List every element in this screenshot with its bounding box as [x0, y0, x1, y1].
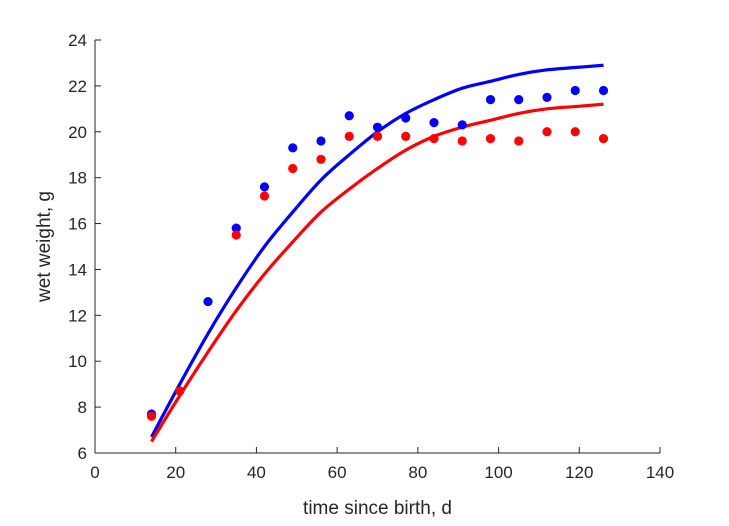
data-point-series-1	[316, 154, 326, 164]
y-tick-label: 16	[68, 215, 87, 234]
data-point-series-0	[259, 182, 270, 192]
data-point-series-0	[598, 85, 609, 96]
data-point-series-0	[372, 122, 383, 132]
axes-layer: 0 20 40 60 80 100 120 140 6 8 10 12 14 16 18 20 22 24	[68, 31, 674, 482]
y-axis-title: wet weight, g	[34, 191, 55, 303]
data-point-series-1	[598, 134, 609, 144]
x-tick-label: 60	[328, 463, 347, 482]
y-tick-label: 8	[78, 398, 87, 417]
fit-lines-layer	[150, 63, 604, 443]
fit-line-series-2	[150, 63, 604, 438]
y-tick-label: 6	[78, 444, 87, 463]
data-point-series-1	[429, 134, 439, 144]
data-point-series-1	[457, 136, 467, 146]
data-point-series-0	[570, 85, 580, 96]
data-point-series-1	[401, 131, 411, 141]
data-point-series-0	[514, 95, 524, 105]
data-point-series-0	[401, 113, 411, 123]
data-point-series-1	[485, 134, 496, 144]
x-tick-label: 0	[90, 463, 99, 482]
data-point-series-0	[429, 118, 439, 128]
x-tick-label: 40	[247, 463, 266, 482]
data-point-series-1	[372, 131, 383, 141]
y-tick-label: 12	[68, 306, 87, 325]
x-tick-label: 80	[408, 463, 427, 482]
x-axis-title: time since birth, d	[303, 498, 452, 519]
y-tick-label: 10	[68, 352, 87, 371]
y-tick-label: 18	[68, 169, 87, 188]
data-point-series-1	[542, 127, 552, 137]
data-point-series-1	[259, 191, 270, 201]
x-tick-label: 20	[166, 463, 185, 482]
data-point-series-1	[514, 136, 524, 146]
data-point-series-0	[485, 95, 496, 105]
data-points-layer	[146, 85, 609, 421]
x-tick-label: 100	[484, 463, 512, 482]
y-tick-label: 20	[68, 123, 87, 142]
data-point-series-0	[542, 92, 552, 102]
data-point-series-1	[570, 127, 580, 137]
data-point-series-1	[231, 230, 241, 240]
fit-line-series-3	[150, 102, 604, 443]
x-tick-label: 140	[646, 463, 674, 482]
data-point-series-0	[457, 120, 467, 130]
data-point-series-0	[288, 143, 298, 153]
data-point-series-0	[316, 136, 326, 146]
y-tick-label: 24	[68, 31, 87, 50]
data-point-series-0	[203, 296, 213, 307]
data-point-series-0	[344, 111, 354, 121]
data-point-series-1	[175, 386, 185, 396]
x-tick-label: 120	[565, 463, 593, 482]
y-tick-label: 22	[68, 77, 87, 96]
data-point-series-0	[231, 223, 241, 233]
y-tick-label: 14	[68, 260, 87, 279]
data-point-series-1	[344, 131, 354, 141]
data-point-series-1	[288, 163, 298, 174]
data-point-series-1	[146, 411, 157, 421]
